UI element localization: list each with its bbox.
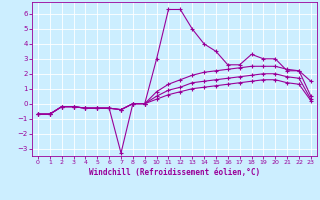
- X-axis label: Windchill (Refroidissement éolien,°C): Windchill (Refroidissement éolien,°C): [89, 168, 260, 177]
